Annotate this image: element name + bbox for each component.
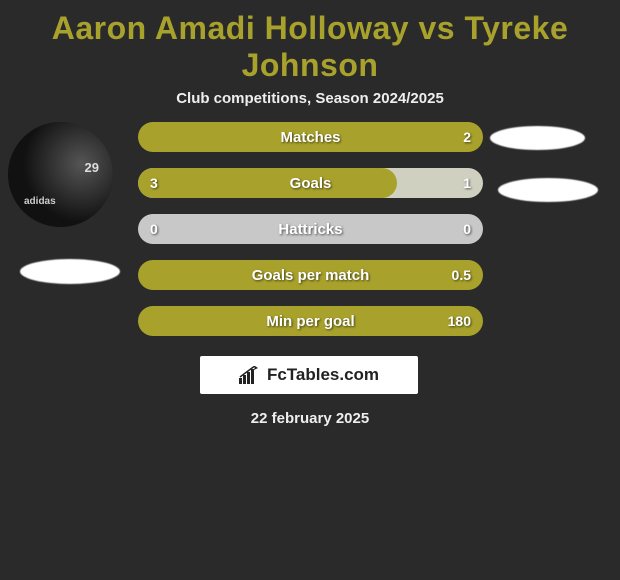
avatar-shadow-right-1 xyxy=(490,126,585,150)
stat-left-value: 0 xyxy=(150,221,158,237)
stat-right-value: 180 xyxy=(448,313,471,329)
avatar-shadow-right-2 xyxy=(498,178,598,202)
stat-row-hattricks: 0 Hattricks 0 xyxy=(138,214,483,244)
stat-row-goals-per-match: Goals per match 0.5 xyxy=(138,260,483,290)
stat-row-min-per-goal: Min per goal 180 xyxy=(138,306,483,336)
stat-left-value: 3 xyxy=(150,175,158,191)
branding-box[interactable]: FcTables.com xyxy=(200,356,418,394)
date-label: 22 february 2025 xyxy=(0,410,620,427)
stats-container: Matches 2 3 Goals 1 0 Hattricks 0 Goals per matc… xyxy=(138,122,483,352)
stat-right-value: 0 xyxy=(463,221,471,237)
stat-label: Hattricks xyxy=(278,221,342,238)
stat-label: Min per goal xyxy=(266,313,354,330)
jersey-number: 29 xyxy=(85,160,99,175)
page-subtitle: Club competitions, Season 2024/2025 xyxy=(0,90,620,107)
jersey-brand: adidas xyxy=(24,196,56,207)
stat-label: Goals per match xyxy=(252,267,370,284)
stat-label: Goals xyxy=(290,175,332,192)
stat-label: Matches xyxy=(280,129,340,146)
stat-right-value: 2 xyxy=(463,129,471,145)
stat-fill xyxy=(138,168,397,198)
branding-text: FcTables.com xyxy=(267,365,379,385)
stat-right-value: 0.5 xyxy=(452,267,471,283)
avatar-shadow-left xyxy=(20,259,120,284)
player-left-avatar: 29 adidas xyxy=(8,122,113,227)
jersey-graphic: 29 adidas xyxy=(8,122,113,227)
stat-row-matches: Matches 2 xyxy=(138,122,483,152)
page-title: Aaron Amadi Holloway vs Tyreke Johnson xyxy=(0,0,620,90)
chart-icon xyxy=(239,366,261,384)
stat-right-value: 1 xyxy=(463,175,471,191)
stat-row-goals: 3 Goals 1 xyxy=(138,168,483,198)
